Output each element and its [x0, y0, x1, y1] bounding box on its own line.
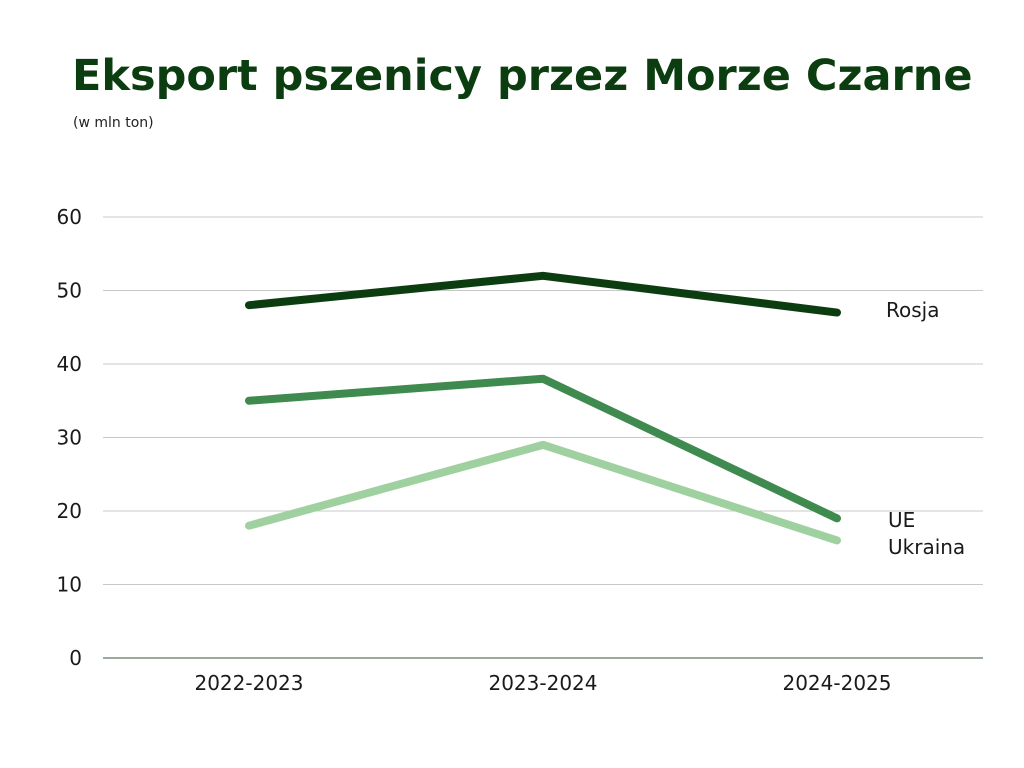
y-tick-label: 10 [57, 573, 82, 597]
y-tick-label: 60 [57, 205, 82, 229]
x-tick-label: 2024-2025 [782, 671, 891, 695]
series-label-ukraina: Ukraina [888, 535, 965, 559]
series-line-rosja [245, 271, 841, 317]
y-tick-label: 50 [57, 279, 82, 303]
series-label-ue: UE [888, 508, 915, 532]
y-tick-label: 0 [69, 646, 82, 670]
series-lines [245, 271, 841, 545]
x-tick-label: 2022-2023 [194, 671, 303, 695]
chart-subtitle: (w mln ton) [73, 115, 154, 131]
chart-title: Eksport pszenicy przez Morze Czarne [72, 51, 973, 101]
series-labels: Rosja UE Ukraina [886, 298, 965, 559]
series-label-rosja: Rosja [886, 298, 939, 322]
x-tick-label: 2023-2024 [488, 671, 597, 695]
x-axis-tick-labels: 2022-2023 2023-2024 2024-2025 [194, 671, 891, 695]
gridlines [103, 216, 983, 659]
series-line-ue [245, 374, 841, 523]
y-axis-tick-labels: 0 10 20 30 40 50 60 [57, 205, 82, 670]
series-line-ukraina [245, 440, 841, 545]
y-tick-label: 30 [57, 426, 82, 450]
y-tick-label: 40 [57, 352, 82, 376]
y-tick-label: 20 [57, 499, 82, 523]
